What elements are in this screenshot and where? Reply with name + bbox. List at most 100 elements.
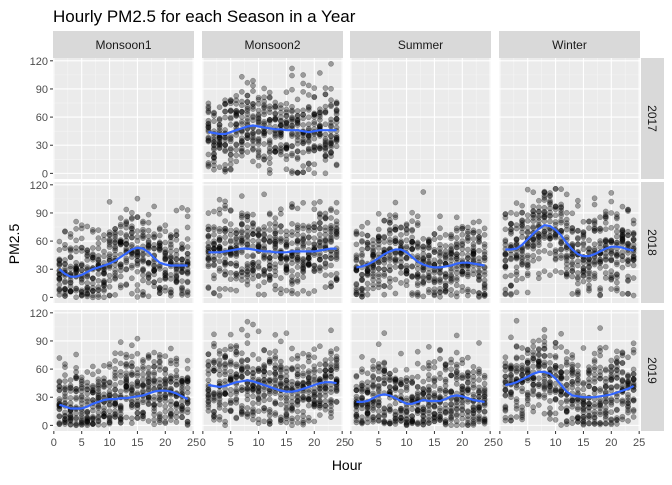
data-point: [631, 293, 636, 298]
data-point: [168, 233, 173, 238]
data-point: [328, 281, 333, 286]
data-point: [107, 380, 112, 385]
data-point: [432, 395, 437, 400]
data-point: [570, 401, 575, 406]
data-point: [476, 413, 481, 418]
data-point: [245, 242, 250, 247]
data-point: [312, 400, 317, 405]
data-point: [68, 266, 73, 271]
data-point: [387, 240, 392, 245]
data-point: [223, 272, 228, 277]
data-point: [245, 282, 250, 287]
data-point: [124, 232, 129, 237]
data-point: [124, 415, 129, 420]
data-point: [525, 263, 530, 268]
data-point: [542, 229, 547, 234]
data-point: [90, 397, 95, 402]
data-point: [262, 104, 267, 109]
data-point: [211, 273, 216, 278]
y-tick-label: 90: [36, 336, 48, 348]
data-point: [129, 399, 134, 404]
data-point: [79, 379, 84, 384]
data-point: [542, 382, 547, 387]
data-point: [328, 104, 333, 109]
y-tick-label: 90: [36, 208, 48, 220]
data-point: [525, 244, 530, 249]
data-point: [262, 348, 267, 353]
data-point: [273, 224, 278, 229]
data-point: [74, 266, 79, 271]
facet-label-monsoon2: Monsoon2: [244, 38, 300, 52]
data-point: [140, 377, 145, 382]
data-point: [140, 388, 145, 393]
data-point: [179, 279, 184, 284]
data-point: [503, 418, 508, 423]
y-tick-label: 120: [30, 308, 48, 320]
data-point: [415, 420, 420, 425]
data-point: [575, 228, 580, 233]
data-point: [289, 423, 294, 428]
data-point: [152, 377, 157, 382]
data-point: [454, 278, 459, 283]
data-point: [217, 229, 222, 234]
data-point: [317, 403, 322, 408]
data-point: [234, 132, 239, 137]
data-point: [328, 399, 333, 404]
data-point: [520, 251, 525, 256]
data-point: [217, 135, 222, 140]
data-point: [146, 355, 151, 360]
data-point: [211, 232, 216, 237]
data-point: [476, 377, 481, 382]
data-point: [223, 372, 228, 377]
data-point: [382, 406, 387, 411]
data-point: [267, 171, 272, 176]
data-point: [140, 372, 145, 377]
data-point: [140, 359, 145, 364]
data-point: [592, 409, 597, 414]
data-point: [135, 196, 140, 201]
data-point: [163, 240, 168, 245]
data-point: [460, 269, 465, 274]
data-point: [387, 403, 392, 408]
facet-label-summer: Summer: [398, 38, 443, 52]
data-point: [228, 109, 233, 114]
data-point: [301, 238, 306, 243]
data-point: [295, 239, 300, 244]
data-point: [460, 226, 465, 231]
data-point: [163, 271, 168, 276]
y-tick-label: 0: [42, 420, 48, 432]
data-point: [460, 288, 465, 293]
data-point: [454, 406, 459, 411]
data-point: [140, 289, 145, 294]
data-point: [206, 286, 211, 291]
data-point: [476, 390, 481, 395]
data-point: [245, 80, 250, 85]
data-point: [62, 279, 67, 284]
data-point: [163, 377, 168, 382]
data-point: [514, 318, 519, 323]
data-point: [575, 242, 580, 247]
data-point: [185, 214, 190, 219]
data-point: [217, 140, 222, 145]
data-point: [234, 374, 239, 379]
data-point: [471, 405, 476, 410]
data-point: [211, 291, 216, 296]
data-point: [306, 255, 311, 260]
data-point: [586, 405, 591, 410]
data-point: [185, 251, 190, 256]
x-tick-label: 15: [280, 437, 292, 449]
data-point: [163, 276, 168, 281]
data-point: [168, 346, 173, 351]
data-point: [398, 256, 403, 261]
data-point: [223, 361, 228, 366]
data-point: [476, 405, 481, 410]
data-point: [206, 256, 211, 261]
data-point: [267, 239, 272, 244]
data-point: [107, 265, 112, 270]
data-point: [267, 90, 272, 95]
data-point: [317, 368, 322, 373]
data-point: [482, 258, 487, 263]
data-point: [564, 210, 569, 215]
data-point: [262, 364, 267, 369]
data-point: [239, 230, 244, 235]
